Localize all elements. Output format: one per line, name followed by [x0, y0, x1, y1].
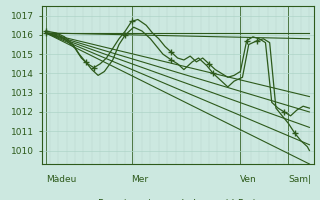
Text: Màdeu: Màdeu	[46, 175, 76, 184]
Text: Ven: Ven	[240, 175, 257, 184]
Text: Pression niveau de la mer( hPa ): Pression niveau de la mer( hPa )	[99, 199, 257, 200]
Text: Sam|: Sam|	[289, 175, 311, 184]
Text: Mer: Mer	[132, 175, 149, 184]
